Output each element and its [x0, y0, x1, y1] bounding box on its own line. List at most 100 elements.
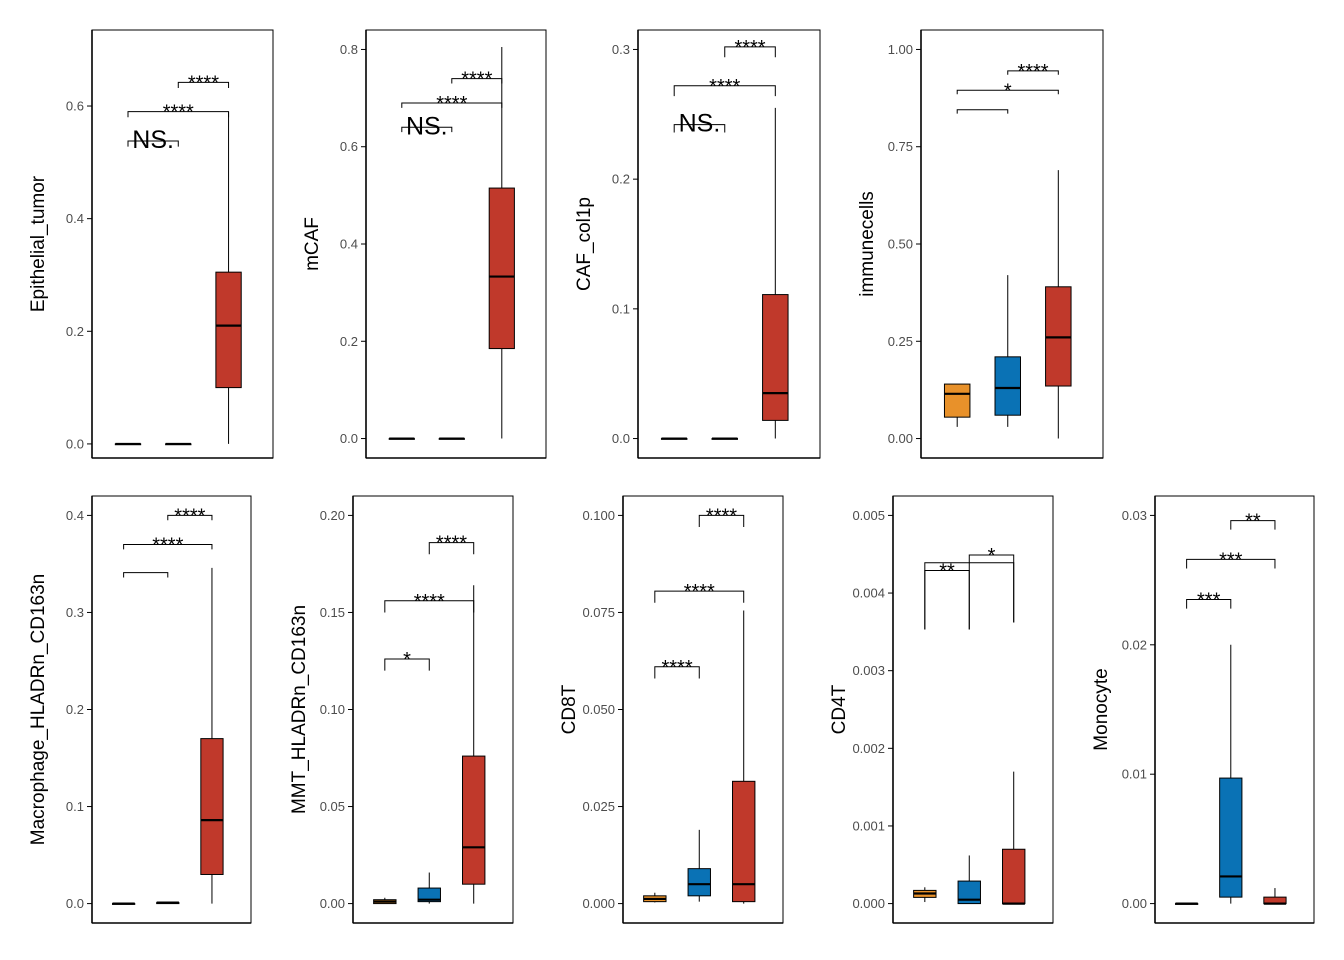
box-group-3: [215, 111, 242, 444]
y-tick-label: 0.1: [612, 301, 630, 316]
comparison-3: **: [1230, 511, 1276, 533]
y-tick-label: 0.050: [582, 702, 615, 717]
box: [762, 294, 789, 421]
y-tick-label: 0.004: [852, 586, 885, 601]
y-tick-label: 0.0: [66, 896, 84, 911]
y-tick-label: 0.25: [888, 334, 913, 349]
box: [943, 383, 971, 418]
significance-label: NS.: [132, 126, 174, 154]
comparison-1: NS.: [127, 126, 179, 154]
y-tick-label: 0.03: [1122, 508, 1147, 523]
y-tick-label: 0.2: [612, 172, 630, 187]
significance-bracket: [956, 89, 1059, 95]
comparison-2: ****: [673, 76, 776, 98]
box-group-2: [687, 829, 711, 902]
comparison-2: *: [956, 80, 1059, 102]
significance-label: ****: [706, 505, 737, 527]
box-group-2: [156, 901, 180, 905]
significance-bracket: [1186, 599, 1232, 609]
panel-frame: [892, 495, 1054, 924]
box-group-3: [488, 47, 515, 439]
y-tick-label: 0.3: [612, 42, 630, 57]
comparison-1: NS.: [673, 110, 726, 138]
comparison-3: ****: [698, 505, 745, 528]
significance-label: ****: [684, 581, 715, 603]
significance-label: ****: [414, 591, 445, 613]
significance-bracket: [698, 514, 745, 528]
box: [957, 880, 981, 905]
significance-bracket: [384, 658, 430, 671]
significance-bracket: [428, 542, 475, 555]
box: [488, 187, 515, 350]
y-axis-title: mCAF: [302, 217, 323, 271]
box-group-1: [373, 897, 397, 905]
significance-label: ****: [152, 535, 183, 557]
significance-label: ****: [1017, 61, 1048, 83]
comparison-2: ****: [123, 535, 213, 557]
box-group-3: [1045, 170, 1072, 439]
significance-bracket: [127, 111, 230, 118]
y-tick-label: 0.1: [66, 799, 84, 814]
panel-3: 0.0 0.1 0.2 0.3 CAF_col1p NS. **** ****: [574, 29, 821, 459]
y-axis-title: CD8T: [559, 684, 580, 734]
box-group-2: [165, 442, 192, 446]
y-tick-label: 0.0: [66, 436, 84, 451]
significance-bracket: [1186, 558, 1276, 569]
y-tick-label: 0.4: [66, 211, 84, 226]
significance-label: ****: [461, 69, 492, 91]
panel-frame: [352, 495, 514, 924]
significance-bracket: [123, 572, 169, 578]
panel-frame: [91, 29, 274, 459]
y-tick-label: 0.20: [320, 508, 345, 523]
box-group-1: [388, 437, 415, 440]
significance-bracket: [724, 46, 776, 58]
significance-label: ***: [1197, 590, 1221, 612]
panel-7: 0.000 0.025 0.050 0.075 0.100 CD8T **** **** ***…: [559, 495, 784, 924]
comparison-2: ****: [127, 102, 230, 124]
box-group-3: [200, 567, 224, 904]
y-axis-title: immunecells: [857, 191, 878, 297]
y-tick-label: 0.2: [66, 702, 84, 717]
significance-bracket: [127, 140, 179, 147]
y-tick-label: 0.100: [582, 508, 615, 523]
y-tick-label: 0.00: [1122, 896, 1147, 911]
significance-label: ****: [734, 37, 765, 59]
y-tick-label: 0.05: [320, 799, 345, 814]
y-tick-label: 0.01: [1122, 767, 1147, 782]
box-group-2: [438, 437, 465, 440]
significance-label: ***: [1219, 549, 1243, 571]
box: [200, 738, 224, 875]
y-axis-title: Macrophage_HLADRn_CD163n: [28, 574, 49, 845]
significance-label: ****: [188, 72, 219, 94]
panel-4: 0.00 0.25 0.50 0.75 1.00 immunecells *****: [857, 29, 1104, 459]
y-tick-label: 0.002: [852, 741, 885, 756]
y-tick-label: 0.000: [852, 896, 885, 911]
significance-label: ****: [163, 102, 194, 124]
significance-label: *: [403, 649, 411, 671]
comparison-2: ****: [401, 93, 503, 115]
box: [417, 887, 441, 903]
box: [994, 356, 1021, 416]
panel-5: 0.0 0.1 0.2 0.3 0.4 Macrophage_HLADRn_CD163n *…: [28, 495, 252, 924]
comparison-2: ***: [1186, 549, 1276, 571]
y-tick-label: 0.4: [66, 508, 84, 523]
significance-bracket: [401, 126, 453, 133]
significance-label: NS.: [406, 112, 448, 140]
y-tick-label: 0.00: [888, 431, 913, 446]
y-tick-label: 0.10: [320, 702, 345, 717]
significance-label: *: [988, 545, 996, 567]
box-group-1: [114, 442, 142, 446]
comparison-2: ****: [384, 591, 475, 613]
y-tick-label: 0.6: [66, 99, 84, 114]
box-group-3: [1002, 771, 1026, 905]
y-tick-label: 0.025: [582, 799, 615, 814]
significance-label: **: [1245, 511, 1261, 533]
box: [1219, 777, 1243, 898]
comparison-3: ****: [1007, 61, 1059, 83]
significance-bracket: [673, 124, 726, 133]
significance-bracket: [1230, 520, 1276, 530]
